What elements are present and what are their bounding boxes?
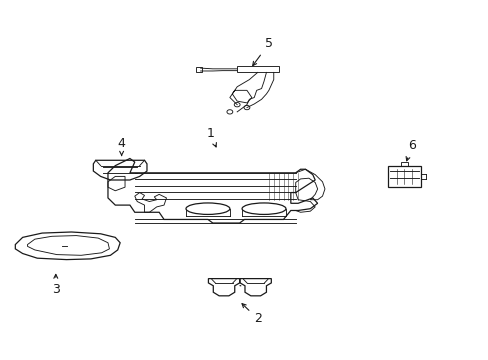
Text: 1: 1: [206, 127, 216, 147]
Text: 6: 6: [406, 139, 415, 161]
Text: 4: 4: [118, 137, 125, 156]
Text: 5: 5: [252, 37, 272, 66]
Ellipse shape: [185, 203, 229, 215]
Text: 3: 3: [52, 274, 60, 296]
Ellipse shape: [242, 203, 285, 215]
Text: 2: 2: [242, 303, 261, 325]
